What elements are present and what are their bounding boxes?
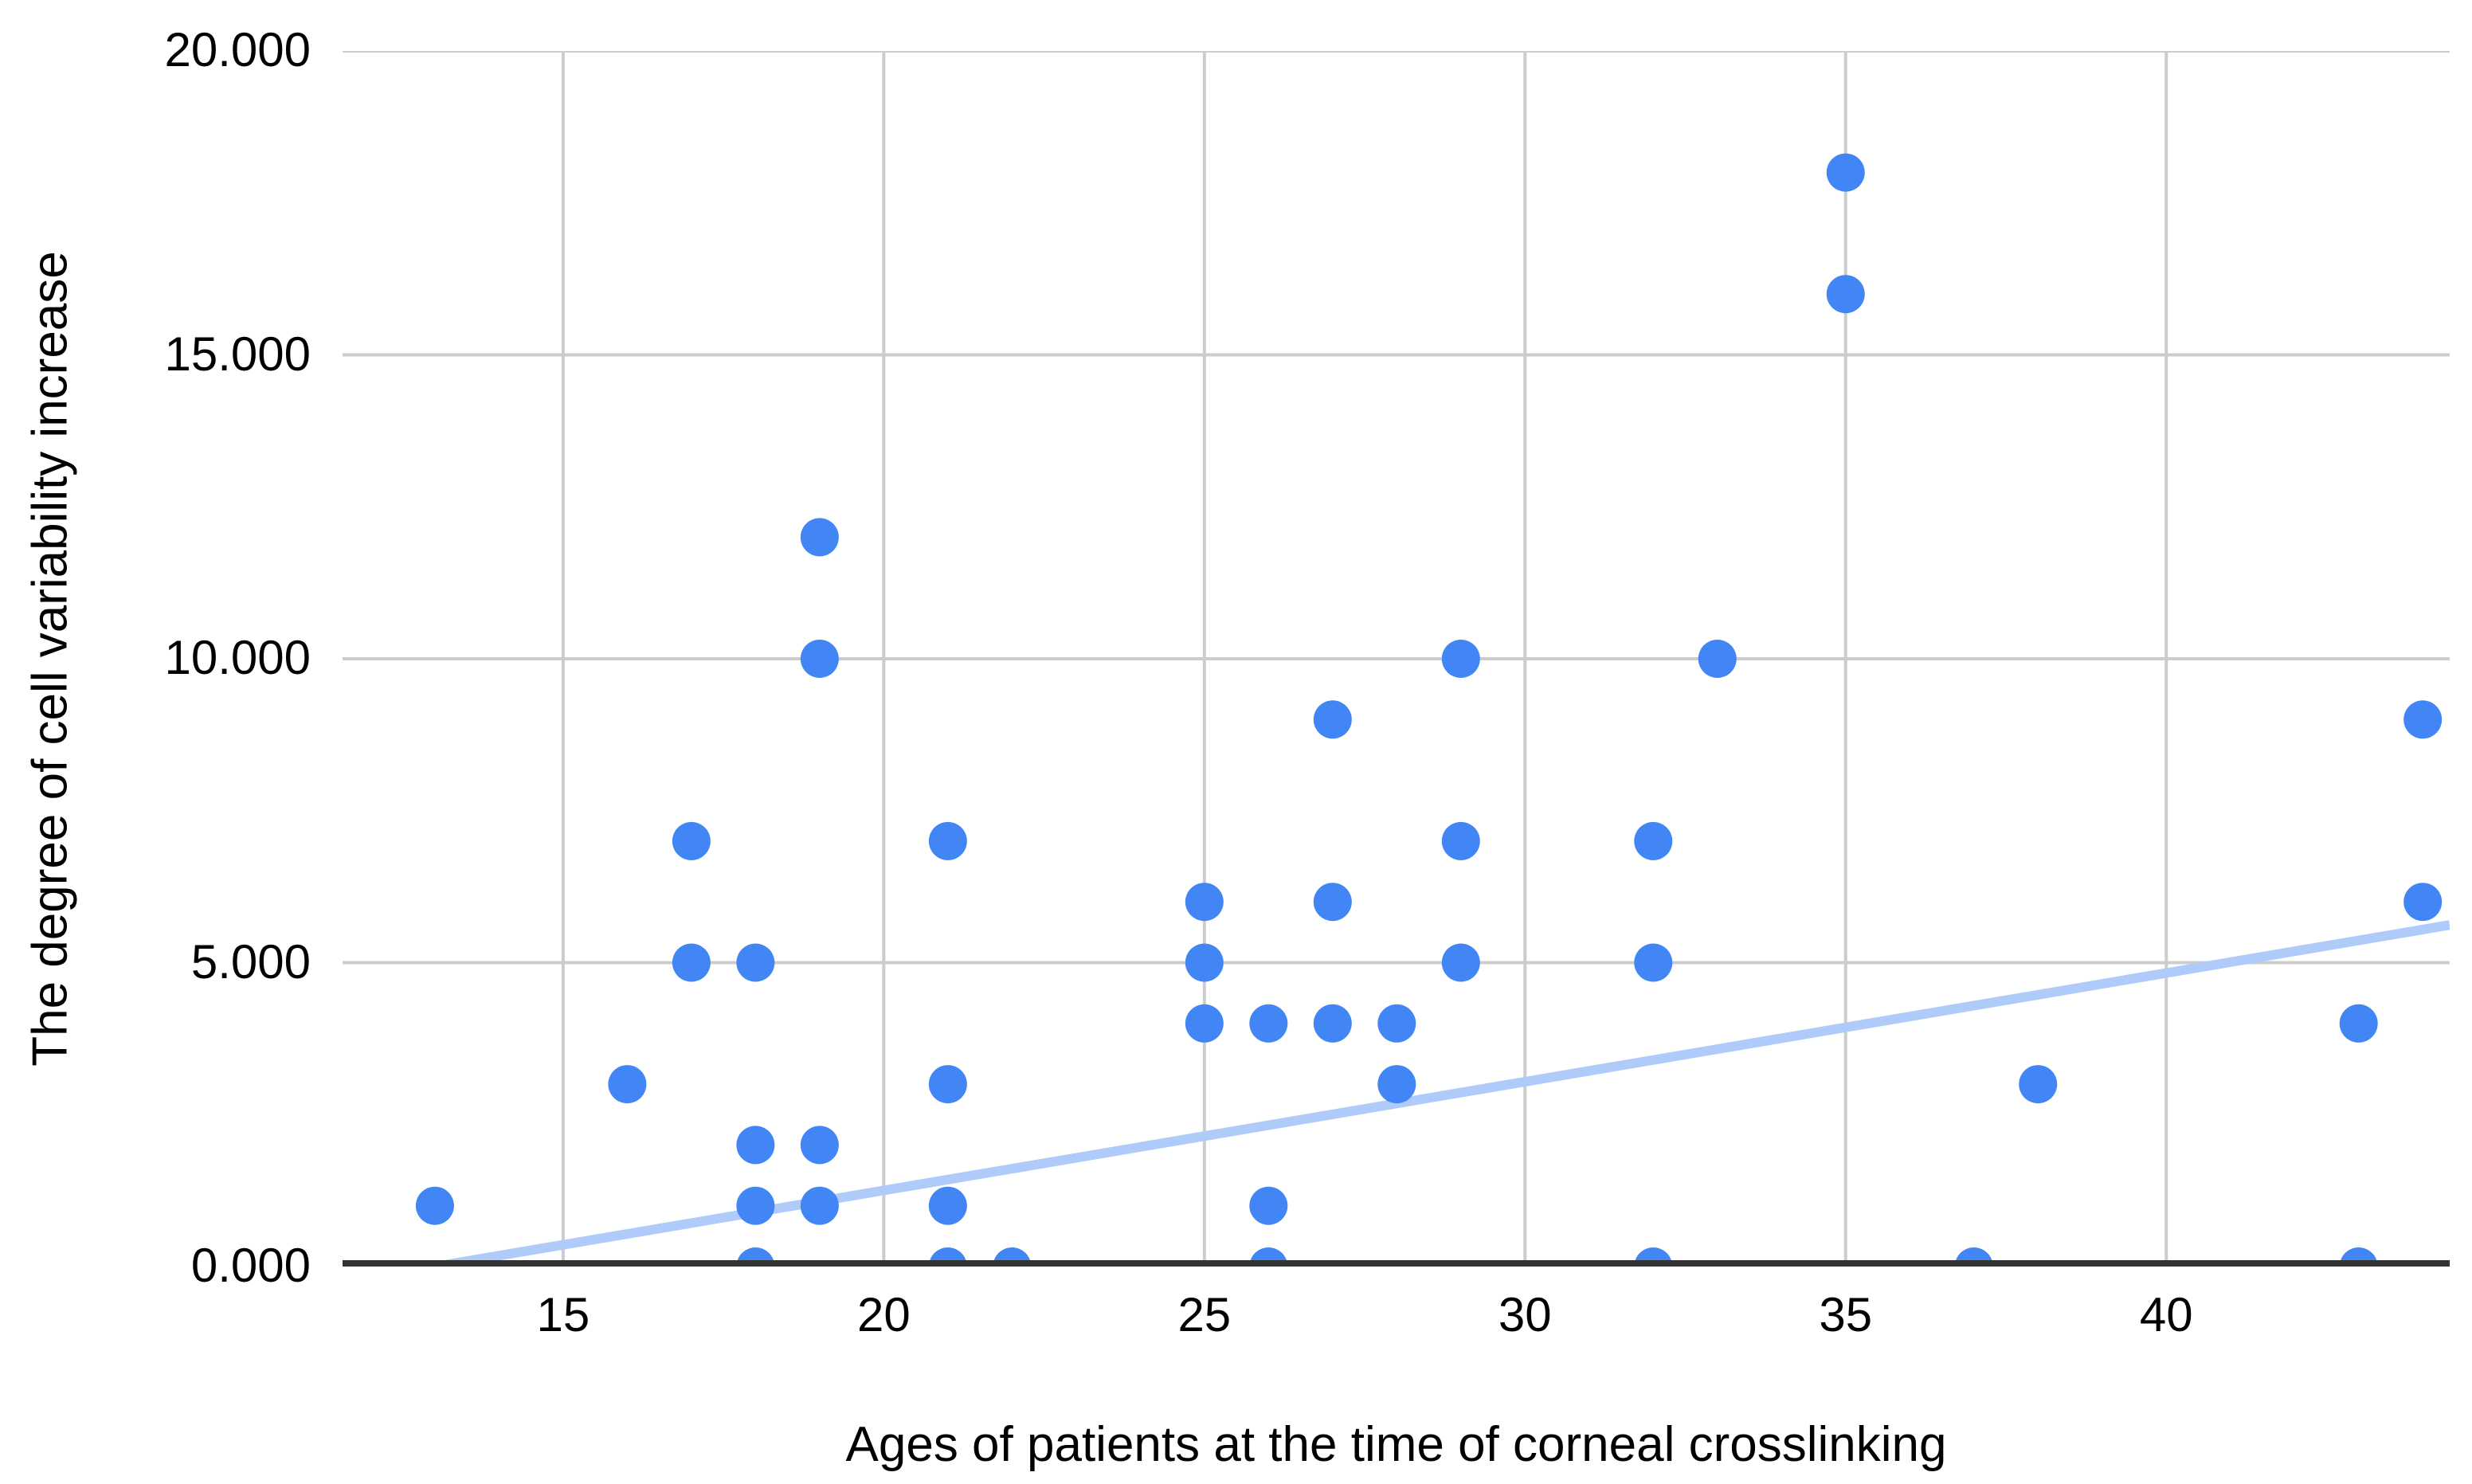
data-point: [1377, 1065, 1416, 1104]
data-point: [1441, 821, 1480, 860]
y-tick-label: 15.000: [164, 327, 311, 381]
data-point: [1313, 1004, 1352, 1043]
data-point: [672, 943, 711, 982]
data-point: [1249, 1004, 1288, 1043]
y-tick-label: 10.000: [164, 631, 311, 684]
x-tick-label: 25: [1177, 1288, 1232, 1341]
data-point: [928, 1186, 967, 1225]
data-point: [928, 821, 967, 860]
data-point: [1634, 821, 1673, 860]
data-point: [1826, 275, 1865, 314]
data-point: [800, 1186, 839, 1225]
data-point: [2339, 1004, 2378, 1043]
data-point: [1377, 1004, 1416, 1043]
data-point: [736, 1186, 775, 1225]
x-tick-label: 40: [2139, 1288, 2193, 1341]
y-tick-label: 5.000: [190, 934, 311, 989]
data-point: [2403, 700, 2443, 739]
data-point: [1313, 700, 1352, 739]
x-tick-label: 20: [856, 1288, 911, 1341]
x-tick-label: 35: [1819, 1288, 1873, 1341]
data-point: [1185, 1004, 1224, 1043]
data-point: [1634, 943, 1673, 982]
data-point: [1313, 883, 1352, 922]
y-tick-label: 0.000: [190, 1239, 311, 1292]
plot-canvas: [343, 51, 2450, 1267]
trendline: [433, 920, 2450, 1267]
data-point: [1698, 640, 1737, 678]
data-point: [800, 1126, 839, 1165]
data-point: [1249, 1186, 1288, 1225]
x-axis-title: Ages of patients at the time of corneal …: [845, 1417, 1947, 1472]
x-tick-label: 15: [536, 1288, 590, 1341]
data-point: [1185, 883, 1224, 922]
data-point: [608, 1065, 647, 1104]
data-point: [800, 518, 839, 557]
y-tick-label: 20.000: [164, 23, 311, 76]
data-point: [1185, 943, 1224, 982]
data-point: [736, 1126, 775, 1165]
data-point: [672, 821, 711, 860]
plot-area: [343, 51, 2450, 1267]
data-point: [800, 640, 839, 678]
data-point: [1441, 640, 1480, 678]
data-point: [415, 1186, 454, 1225]
x-tick-label: 30: [1498, 1288, 1552, 1341]
data-point: [1826, 153, 1865, 192]
data-point: [2019, 1065, 2058, 1104]
data-point: [736, 943, 775, 982]
data-point: [928, 1065, 967, 1104]
data-point: [1441, 943, 1480, 982]
data-point: [2403, 883, 2443, 922]
